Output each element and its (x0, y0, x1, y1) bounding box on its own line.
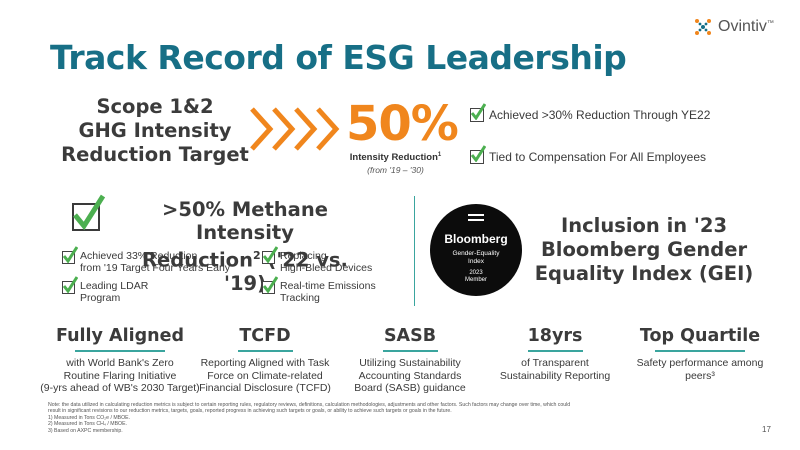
target-label-text: Intensity Reduction (349, 152, 438, 164)
column-text-line: Financial Disclosure (TCFD) (199, 382, 331, 394)
column-sasb: SASB Utilizing Sustainability Accounting… (340, 326, 480, 395)
column-underline (382, 350, 438, 352)
target-value: 50% (346, 96, 459, 152)
column-text-line: Accounting Standards (358, 369, 462, 382)
column-heading: TCFD (239, 326, 291, 346)
footnote-line: result in significant revisions to our r… (48, 408, 452, 415)
checkbox-checked-icon (262, 246, 278, 264)
column-underline (75, 350, 165, 352)
column-text-line: Board (SASB) guidance (354, 382, 466, 394)
logo-tm: ™ (766, 19, 774, 27)
column-text-line: (9-yrs ahead of WB's 2030 Target) (40, 382, 200, 394)
equals-icon (468, 214, 484, 222)
column-text-line: Routine Flaring Initiative (63, 369, 177, 382)
check-item-label: Achieved >30% Reduction Through YE22 (489, 108, 711, 122)
column-heading: Fully Aligned (56, 326, 184, 346)
column-text-line: with World Bank's Zero (66, 357, 174, 369)
target-label: Intensity Reduction1 (333, 152, 458, 163)
methane-line-2-rest: ('22 vs. '19) (223, 248, 348, 295)
methane-item-achieved: Achieved 33% Reduction from '19 Target Fo… (62, 246, 231, 274)
ovintiv-logo-icon (695, 19, 711, 35)
gei-heading: Inclusion in '23 Bloomberg Gender Equali… (534, 214, 754, 286)
column-heading: SASB (383, 326, 437, 346)
column-text-line: of Transparent (521, 357, 589, 369)
column-text-line: Safety performance among (636, 357, 764, 369)
column-text-line: peers³ (685, 369, 715, 382)
gei-line-1: Inclusion in '23 (560, 214, 728, 237)
target-label-sup: 1 (437, 152, 442, 158)
footnote-line: Note: the data utilized in calculating r… (48, 402, 571, 408)
checkbox-checked-icon (470, 103, 486, 122)
methane-item-replacing: Replacing High-Bleed Devices (262, 246, 373, 274)
target-subtitle: (from '19 – '30) (367, 165, 424, 175)
footnote-line: 3) Based on AXPC membership. (48, 427, 123, 434)
column-underline (527, 350, 583, 352)
methane-sup: 2 (252, 249, 261, 262)
checkbox-checked-icon (470, 145, 486, 164)
scope-line-2: GHG Intensity (78, 119, 232, 142)
methane-item-line-2: from '19 Target Four Years Early (80, 262, 231, 274)
methane-item-line-1: Real-time Emissions (280, 280, 376, 292)
methane-line-1: >50% Methane Intensity (162, 198, 328, 244)
column-text-line: Utilizing Sustainability (359, 357, 461, 369)
logo-text: Ovintiv (718, 18, 767, 35)
column-18yrs: 18yrs of Transparent Sustainability Repo… (485, 326, 625, 382)
column-underline (237, 350, 293, 352)
methane-item-line-1: Achieved 33% Reduction (80, 250, 198, 262)
footnote-line: 1) Measured in Tons CO₂e / MBOE. (48, 414, 131, 421)
page-title: Track Record of ESG Leadership (50, 38, 627, 77)
badge-brand: Bloomberg (444, 232, 508, 246)
methane-item-line-2: High-Bleed Devices (280, 262, 373, 274)
badge-member: Member (464, 277, 487, 283)
bloomberg-gei-badge: Bloomberg Gender-Equality Index 2023 Mem… (430, 204, 522, 296)
methane-item-line-1: Leading LDAR (80, 280, 149, 292)
methane-heading: >50% Methane Intensity Reduction2 ('22 v… (120, 198, 370, 295)
methane-item-line-2: Program (80, 292, 121, 304)
scope-heading: Scope 1&2 GHG Intensity Reduction Target (60, 95, 250, 167)
methane-item-line-2: Tracking (280, 292, 320, 304)
badge-sub-1: Gender-Equality (452, 250, 500, 257)
check-item-compensation: Tied to Compensation For All Employees (470, 145, 706, 164)
column-text-line: Reporting Aligned with Task (200, 357, 330, 369)
check-item-reduction: Achieved >30% Reduction Through YE22 (470, 103, 711, 122)
chevron-arrows-icon (250, 107, 340, 151)
vertical-divider (414, 196, 415, 306)
ovintiv-logo: Ovintiv ™ (692, 16, 787, 38)
page-number: 17 (762, 425, 771, 434)
footnotes: Note: the data utilized in calculating r… (48, 402, 738, 434)
column-heading: Top Quartile (639, 326, 761, 346)
column-heading: 18yrs (527, 326, 583, 346)
column-top-quartile: Top Quartile Safety performance among pe… (625, 326, 775, 382)
column-tcfd: TCFD Reporting Aligned with Task Force o… (190, 326, 340, 395)
checkbox-checked-icon (62, 276, 78, 294)
methane-line-2: Reduction2 ('22 vs. '19) (120, 244, 370, 295)
badge-year: 2023 (469, 270, 483, 276)
scope-line-3: Reduction Target (61, 143, 249, 166)
column-text-line: Force on Climate-related (207, 369, 323, 382)
methane-item-tracking: Real-time Emissions Tracking (262, 276, 376, 304)
check-item-label: Tied to Compensation For All Employees (489, 150, 706, 164)
column-text-line: Sustainability Reporting (499, 369, 611, 382)
checkbox-checked-icon (62, 246, 78, 264)
gei-line-2: Bloomberg Gender (540, 238, 748, 261)
large-checkbox-checked-icon (72, 194, 106, 231)
scope-line-1: Scope 1&2 (96, 95, 214, 118)
methane-line-2-text: Reduction (142, 248, 253, 272)
checkbox-checked-icon (262, 276, 278, 294)
methane-item-line-1: Replacing (280, 250, 327, 262)
gei-line-3: Equality Index (GEI) (534, 262, 754, 285)
column-fully-aligned: Fully Aligned with World Bank's Zero Rou… (40, 326, 200, 395)
methane-item-ldar: Leading LDAR Program (62, 276, 149, 304)
column-underline (655, 350, 745, 352)
badge-sub-2: Index (468, 258, 484, 265)
footnote-line: 2) Measured in Tons CH₄ / MBOE. (48, 421, 127, 428)
